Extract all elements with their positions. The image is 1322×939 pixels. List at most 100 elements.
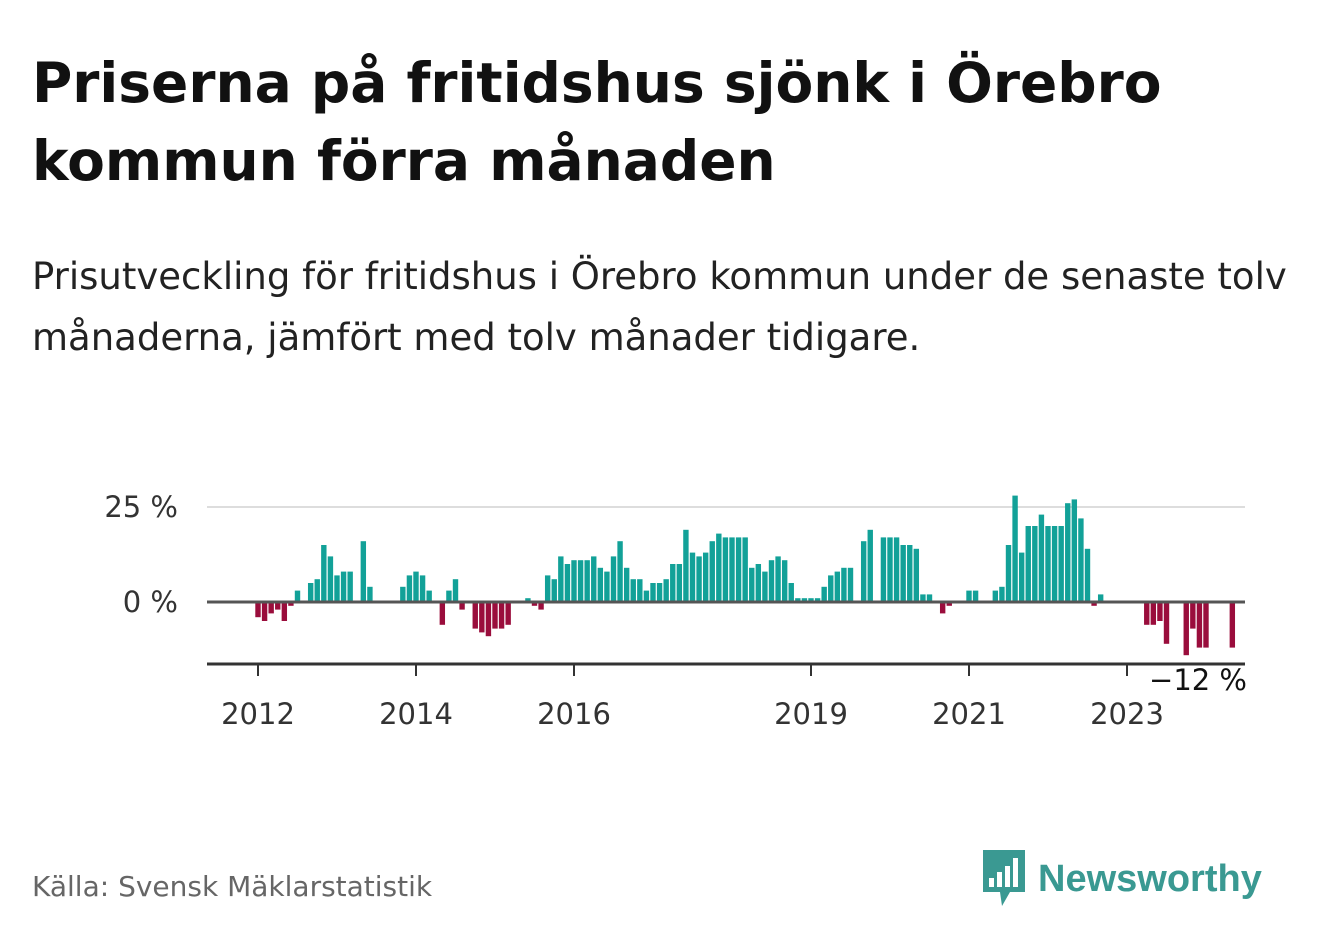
- bar: [347, 571, 353, 602]
- bar: [670, 564, 676, 602]
- bar: [702, 552, 709, 602]
- bar: [913, 548, 920, 602]
- newsworthy-logo: Newsworthy: [980, 848, 1262, 910]
- bar: [966, 590, 972, 602]
- bar: [847, 567, 854, 602]
- bar: [643, 590, 650, 602]
- x-tick-label: 2019: [774, 697, 848, 731]
- bar: [261, 602, 268, 621]
- bar: [755, 564, 762, 602]
- bar-chart: 0 % 25 % 2012 2014 2016 2019 2021 2023−12 %: [104, 490, 1247, 731]
- bar: [1084, 548, 1091, 602]
- bar: [294, 590, 301, 602]
- bar: [716, 533, 722, 602]
- bar: [795, 598, 801, 602]
- bar: [999, 586, 1005, 602]
- bar: [1196, 602, 1203, 648]
- bar: [597, 567, 604, 602]
- bar: [452, 579, 459, 602]
- bar: [334, 575, 340, 602]
- bar: [630, 579, 636, 602]
- bar: [722, 537, 729, 602]
- last-value-label: −12 %: [1149, 663, 1247, 697]
- bar: [1051, 526, 1058, 602]
- bar: [413, 571, 419, 602]
- bar: [650, 583, 656, 602]
- bar: [538, 602, 544, 610]
- bar: [1018, 552, 1025, 602]
- bar: [1157, 602, 1163, 621]
- bar: [834, 571, 841, 602]
- x-tick-label: 2021: [932, 697, 1006, 731]
- bar: [683, 529, 689, 602]
- newsworthy-logo-icon: [983, 850, 1025, 906]
- bar: [1163, 602, 1170, 644]
- bar: [696, 556, 702, 602]
- bar: [551, 579, 557, 602]
- bar: [1097, 594, 1104, 602]
- bar: [1229, 602, 1236, 648]
- bar: [1038, 514, 1045, 602]
- bar: [768, 560, 775, 602]
- bar: [604, 571, 610, 602]
- bar: [893, 537, 900, 602]
- bar: [860, 541, 867, 602]
- bar: [907, 545, 913, 602]
- bar: [1025, 526, 1031, 602]
- bar: [525, 598, 531, 602]
- brand-name: Newsworthy: [1038, 857, 1262, 900]
- bar: [637, 579, 643, 602]
- bar: [623, 567, 630, 602]
- bar: [367, 586, 373, 602]
- bar: [992, 590, 999, 602]
- bar: [1045, 526, 1051, 602]
- bar: [1065, 503, 1071, 602]
- bar: [676, 564, 683, 602]
- bar: [900, 545, 906, 602]
- axes: [207, 600, 1245, 676]
- bar: [1058, 526, 1064, 602]
- bar: [426, 590, 432, 602]
- bar: [1203, 602, 1209, 648]
- bar: [275, 602, 281, 610]
- bar: [327, 556, 334, 602]
- bar: [439, 602, 446, 625]
- bar: [656, 583, 663, 602]
- bar: [314, 579, 320, 602]
- bar: [808, 598, 814, 602]
- bar: [749, 567, 755, 602]
- bar: [505, 602, 511, 625]
- x-tick-label: 2016: [537, 697, 611, 731]
- bar: [788, 583, 794, 602]
- bar: [255, 602, 261, 618]
- bar: [544, 575, 551, 602]
- bar: [729, 537, 735, 602]
- bar: [288, 602, 294, 606]
- bar: [610, 556, 617, 602]
- bar: [841, 567, 847, 602]
- bar: [617, 541, 623, 602]
- bar: [709, 541, 715, 602]
- chart-subtitle: Prisutveckling för fritidshus i Örebro k…: [32, 255, 1287, 359]
- bar: [564, 564, 571, 602]
- axis-labels: 0 % 25 % 2012 2014 2016 2019 2021 2023−12 %: [104, 490, 1247, 731]
- bar: [742, 537, 748, 602]
- bar: [821, 586, 827, 602]
- bar: [735, 537, 742, 602]
- bar: [1183, 602, 1189, 656]
- bar: [926, 594, 933, 602]
- bar: [828, 575, 834, 602]
- bar: [775, 556, 781, 602]
- bar: [1190, 602, 1196, 629]
- bar: [577, 560, 584, 602]
- bar: [1078, 518, 1084, 602]
- bar: [479, 602, 485, 633]
- bar: [307, 583, 314, 602]
- chart-title: Priserna på fritidshus sjönk i Örebro ko…: [32, 51, 1162, 193]
- bar: [472, 602, 478, 629]
- bar: [340, 571, 347, 602]
- bar: [1091, 602, 1097, 606]
- source-note: Källa: Svensk Mäklarstatistik: [32, 870, 433, 903]
- bar: [584, 560, 590, 602]
- y-tick-label: 0 %: [123, 585, 178, 619]
